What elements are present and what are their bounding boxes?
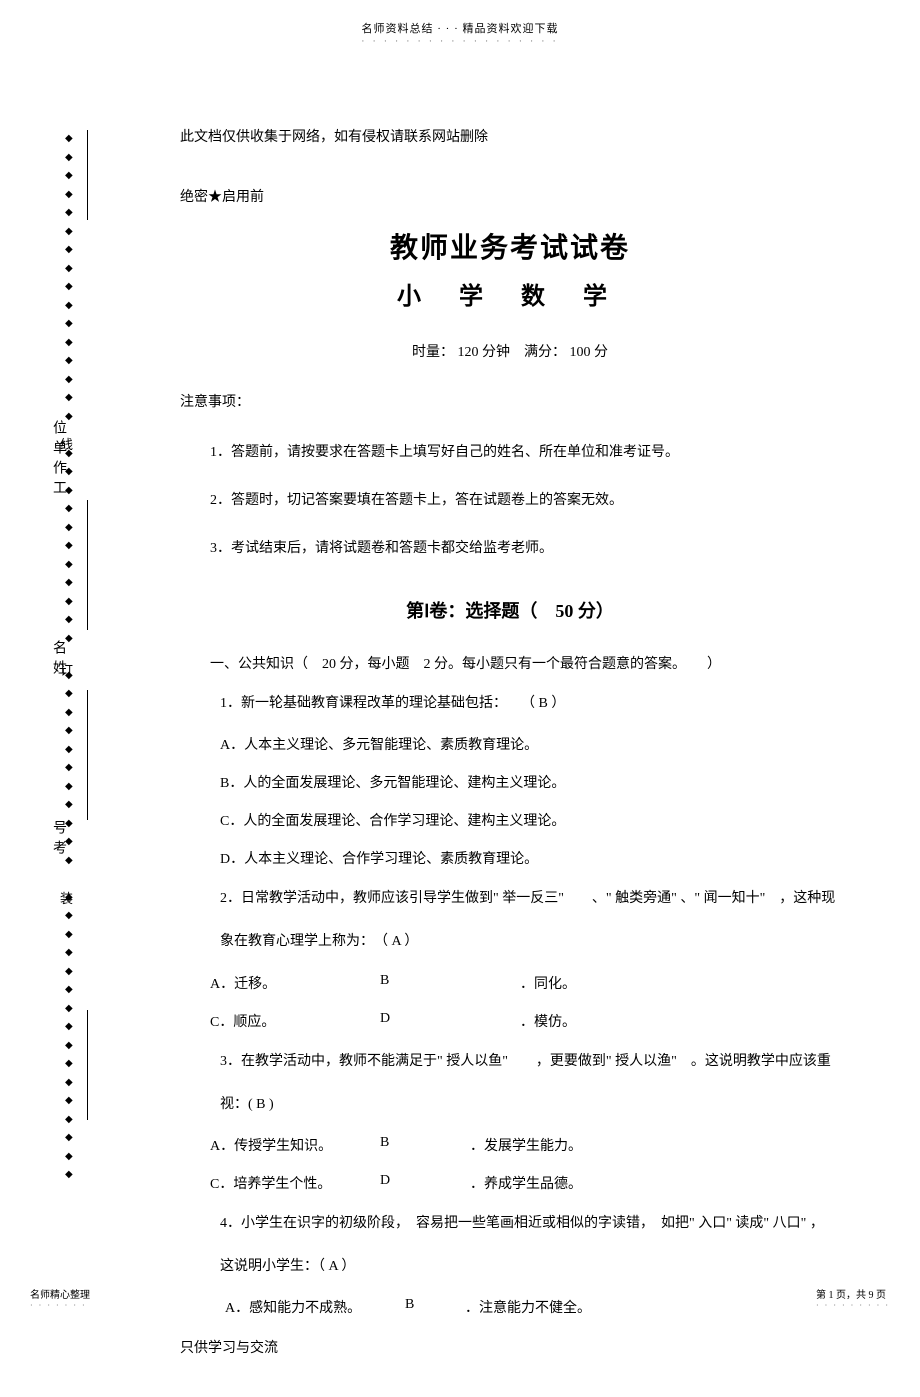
q3-options-row1: A．传授学生知识。 B ．发展学生能力。 bbox=[180, 1135, 840, 1155]
q1-stem: 1．新一轮基础教育课程改革的理论基础包括： （ B ） bbox=[180, 691, 840, 716]
top-header-dots: · · · · · · · · · · · · · · · · · · bbox=[0, 36, 920, 46]
footer-note: 只供学习与交流 bbox=[180, 1337, 840, 1357]
q2-option-b-text: ．同化。 bbox=[520, 973, 576, 993]
q3-option-b-text: ．发展学生能力。 bbox=[470, 1135, 582, 1155]
q4-stem2: 这说明小学生：（ A ） bbox=[180, 1254, 840, 1279]
q4-option-b-text: ．注意能力不健全。 bbox=[465, 1297, 591, 1317]
q1-option-b: B．人的全面发展理论、多元智能理论、建构主义理论。 bbox=[180, 772, 840, 792]
top-header: 名师资料总结 · · · 精品资料欢迎下载 bbox=[0, 0, 920, 36]
footer-right-text: 第 1 页，共 9 页 bbox=[816, 1286, 890, 1301]
instructions-label: 注意事项： bbox=[180, 391, 840, 411]
footer-right-dots: · · · · · · · · · bbox=[816, 1301, 890, 1310]
q3-stem: 3．在教学活动中，教师不能满足于" 授人以鱼" ，更要做到" 授人以渔" 。这说… bbox=[180, 1049, 840, 1074]
q3-option-b-letter: B bbox=[380, 1135, 470, 1155]
footer-right: 第 1 页，共 9 页 · · · · · · · · · bbox=[816, 1286, 890, 1310]
q3-option-d-letter: D bbox=[380, 1173, 470, 1193]
q3-option-d-text: ．养成学生品德。 bbox=[470, 1173, 582, 1193]
q2-stem2: 象在教育心理学上称为： （ A ） bbox=[180, 929, 840, 954]
instruction-2: 2．答题时，切记答案要填在答题卡上，答在试题卷上的答案无效。 bbox=[180, 489, 840, 509]
footer-left: 名师精心整理 · · · · · · · bbox=[30, 1286, 90, 1310]
instruction-3: 3．考试结束后，请将试题卷和答题卡都交给监考老师。 bbox=[180, 537, 840, 557]
instruction-1: 1．答题前，请按要求在答题卡上填写好自己的姓名、所在单位和准考证号。 bbox=[180, 441, 840, 461]
q4-option-b-letter: B bbox=[405, 1297, 465, 1317]
page-content: 此文档仅供收集于网络，如有侵权请联系网站删除 绝密★启用前 教师业务考试试卷 小… bbox=[0, 46, 920, 1397]
secret-label: 绝密★启用前 bbox=[180, 186, 840, 206]
q3-stem2: 视：( B ) bbox=[180, 1092, 840, 1117]
q3-option-a: A．传授学生知识。 bbox=[210, 1135, 380, 1155]
q4-stem: 4．小学生在识字的初级阶段， 容易把一些笔画相近或相似的字读错， 如把" 入口"… bbox=[180, 1211, 840, 1236]
q2-option-b-letter: B bbox=[380, 973, 520, 993]
q4-option-a: A．感知能力不成熟。 bbox=[225, 1297, 405, 1317]
part-one-title: 第Ⅰ卷：选择题（ 50 分） bbox=[180, 597, 840, 623]
main-title: 教师业务考试试卷 bbox=[180, 226, 840, 266]
time-score: 时量： 120 分钟 满分： 100 分 bbox=[180, 341, 840, 361]
q3-option-c: C．培养学生个性。 bbox=[210, 1173, 380, 1193]
section-one-header: 一、公共知识（ 20 分，每小题 2 分。每小题只有一个最符合题意的答案。 ） bbox=[180, 653, 840, 673]
q2-options-row1: A．迁移。 B ．同化。 bbox=[180, 973, 840, 993]
q1-option-d: D．人本主义理论、合作学习理论、素质教育理论。 bbox=[180, 848, 840, 868]
q2-stem: 2．日常教学活动中，教师应该引导学生做到" 举一反三" 、" 触类旁通" 、" … bbox=[180, 886, 840, 911]
q1-option-c: C．人的全面发展理论、合作学习理论、建构主义理论。 bbox=[180, 810, 840, 830]
q2-options-row2: C．顺应。 D ．模仿。 bbox=[180, 1011, 840, 1031]
sub-title: 小 学 数 学 bbox=[180, 276, 840, 311]
footer-left-text: 名师精心整理 bbox=[30, 1286, 90, 1301]
q3-options-row2: C．培养学生个性。 D ．养成学生品德。 bbox=[180, 1173, 840, 1193]
q2-option-d-letter: D bbox=[380, 1011, 520, 1031]
document-notice: 此文档仅供收集于网络，如有侵权请联系网站删除 bbox=[180, 126, 840, 146]
q4-options-row1: A．感知能力不成熟。 B ．注意能力不健全。 bbox=[180, 1297, 840, 1317]
q2-option-d-text: ．模仿。 bbox=[520, 1011, 576, 1031]
q2-option-a: A．迁移。 bbox=[210, 973, 380, 993]
q2-option-c: C．顺应。 bbox=[210, 1011, 380, 1031]
footer-left-dots: · · · · · · · bbox=[30, 1301, 90, 1310]
q1-option-a: A．人本主义理论、多元智能理论、素质教育理论。 bbox=[180, 734, 840, 754]
